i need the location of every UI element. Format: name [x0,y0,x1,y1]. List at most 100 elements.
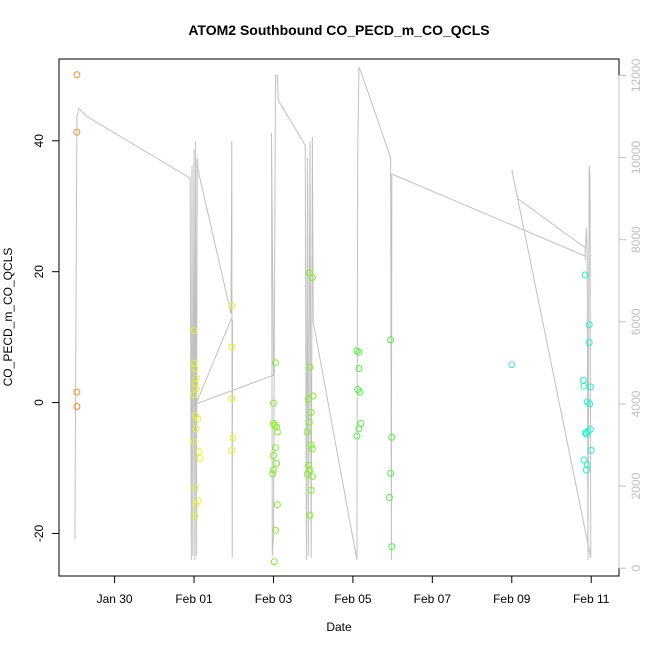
data-point [270,466,277,474]
data-point [192,374,200,382]
data-point [228,446,236,454]
data-point [195,448,203,456]
data-point [304,395,312,403]
data-point [192,385,200,393]
data-point [583,461,591,469]
data-point [307,441,315,449]
data-point [579,376,587,384]
data-point [308,274,316,282]
data-point [304,461,312,469]
right-tick-label: 6000 [629,308,643,335]
data-point [194,497,202,505]
right-tick-label: 8000 [629,226,643,253]
x-tick-label: Jan 30 [97,592,133,606]
data-point [309,392,317,400]
data-point [387,336,395,344]
data-point [387,469,395,477]
data-point [269,470,277,478]
data-point [270,558,278,566]
data-point [508,361,516,369]
altitude-line [74,66,592,561]
right-tick-label: 0 [629,565,643,572]
y-tick-label: 0 [32,399,46,406]
data-point [190,438,198,446]
data-point [587,446,595,454]
data-point [308,445,316,453]
data-point [306,363,314,371]
data-point [581,271,589,279]
x-tick-label: Feb 03 [255,592,293,606]
data-point [586,383,594,391]
x-tick-label: Feb 01 [175,592,213,606]
data-point [585,321,593,329]
data-point [388,543,396,551]
x-axis: Jan 30 Feb 01 Feb 03 Feb 05 Feb 07 Feb 09 Feb … [97,575,610,606]
data-point [581,429,589,437]
right-y-axis: 0 2000 4000 6000 8000 10000 12000 [618,58,643,572]
x-axis-label: Date [326,620,352,634]
data-point [273,423,281,431]
y-tick-label: -20 [32,524,46,542]
x-tick-label: Feb 07 [414,592,452,606]
data-point [273,428,281,436]
data-point [356,388,364,396]
data-point [582,430,590,438]
data-point [273,459,281,467]
data-point [228,395,236,403]
data-point [192,501,200,509]
scatter-series [73,71,595,566]
data-point [307,486,315,494]
right-tick-label: 10000 [629,141,643,175]
data-point [270,399,277,407]
data-point [190,327,198,335]
x-tick-label: Feb 09 [493,592,531,606]
data-point [580,456,588,464]
right-tick-label: 12000 [629,58,643,92]
data-point [191,512,199,520]
y-axis-label: CO_PECD_m_CO_QCLS [1,248,15,387]
data-point [306,511,314,519]
data-point [272,444,279,452]
data-point [228,343,236,351]
data-point [388,433,396,441]
data-point [580,382,588,390]
x-tick-label: Feb 11 [573,592,610,606]
altitude-series [74,66,592,561]
data-point [305,418,313,426]
y-tick-label: 40 [32,134,46,148]
right-tick-label: 4000 [629,390,643,417]
data-point [308,473,316,480]
data-point [191,484,199,492]
data-point [191,365,199,372]
data-point [73,403,81,410]
data-point [353,432,361,440]
data-point [355,425,363,433]
data-point [190,391,198,399]
data-point [586,400,594,408]
plot-frame [58,58,620,577]
data-point [272,526,279,534]
data-point [73,128,81,136]
y-axis: -20 0 20 40 [32,134,60,542]
data-point [582,466,590,474]
chart-title: ATOM2 Southbound CO_PECD_m_CO_QCLS [188,22,489,38]
data-point [273,501,281,509]
data-point [192,425,200,433]
data-point [272,359,279,367]
data-point [585,338,593,346]
data-point [307,408,315,416]
data-point [196,454,204,462]
data-point [194,415,202,423]
data-point [355,365,363,372]
data-point [271,422,279,429]
data-point [270,452,277,460]
data-point [73,71,81,79]
data-point [73,388,81,396]
x-tick-label: Feb 05 [334,592,372,606]
y-tick-label: 20 [32,265,46,279]
data-point [190,359,198,367]
data-point [355,348,363,356]
data-point [228,302,236,310]
right-tick-label: 2000 [629,472,643,499]
